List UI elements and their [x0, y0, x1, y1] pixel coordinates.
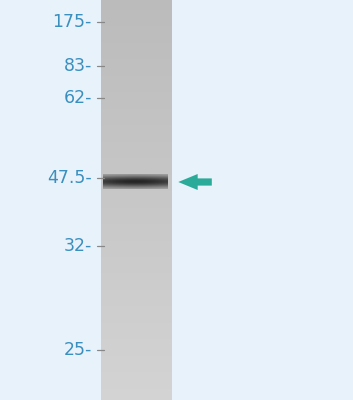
Text: 47.5-: 47.5- [47, 169, 92, 187]
FancyArrow shape [178, 174, 212, 190]
Text: 83-: 83- [64, 57, 92, 75]
Text: 32-: 32- [64, 237, 92, 255]
Text: 62-: 62- [63, 89, 92, 107]
Text: 25-: 25- [64, 341, 92, 359]
Text: 175-: 175- [52, 13, 92, 31]
